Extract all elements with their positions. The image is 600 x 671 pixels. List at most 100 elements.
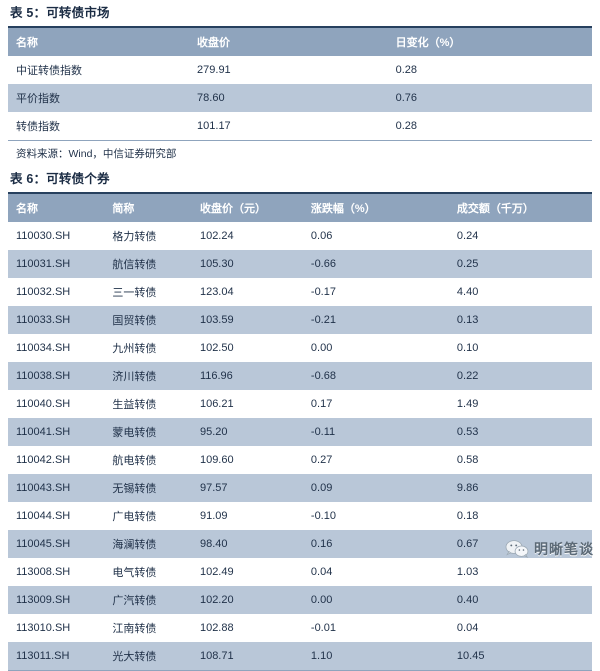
cell-close: 102.49 bbox=[199, 565, 234, 578]
cell-change: -0.10 bbox=[310, 509, 336, 522]
cell-shortname: 生益转债 bbox=[112, 398, 157, 411]
cell-change: 0.09 bbox=[310, 481, 333, 494]
cell-code: 110032.SH bbox=[16, 285, 71, 298]
cell-name: 中证转债指数 bbox=[16, 65, 82, 77]
cell-change: 0.16 bbox=[310, 537, 333, 550]
cell-code: 113008.SH bbox=[16, 565, 71, 578]
cell-code: 113009.SH bbox=[16, 593, 71, 606]
table6-col-turnover: 成交额（千万） bbox=[448, 191, 592, 222]
table-row: 110033.SH 国贸转债 103.59 -0.21 0.13 bbox=[8, 305, 592, 334]
cell-turnover: 1.03 bbox=[456, 565, 479, 578]
table-row: 110041.SH 蒙电转债 95.20 -0.11 0.53 bbox=[8, 417, 592, 446]
cell-close: 98.40 bbox=[199, 537, 228, 550]
cell-close: 106.21 bbox=[199, 397, 234, 410]
table5-col-change: 日变化（%） bbox=[387, 26, 592, 56]
cell-turnover: 0.58 bbox=[456, 453, 479, 466]
table6-col-code: 名称 bbox=[8, 191, 105, 222]
cell-close: 95.20 bbox=[199, 425, 228, 438]
cell-shortname: 济川转债 bbox=[112, 370, 157, 383]
cell-change: 0.06 bbox=[310, 229, 333, 242]
cell-code: 110041.SH bbox=[16, 425, 71, 438]
cell-close: 279.91 bbox=[197, 64, 231, 76]
cell-close: 97.57 bbox=[199, 481, 228, 494]
cell-change: -0.01 bbox=[310, 621, 336, 634]
table6-header-row: 名称 简称 收盘价（元） 涨跌幅（%） 成交额（千万） bbox=[8, 191, 592, 222]
table5-body: 中证转债指数 279.91 0.28 平价指数 78.60 0.76 转债指数 … bbox=[8, 56, 592, 141]
cell-shortname: 电气转债 bbox=[112, 566, 157, 579]
table-row: 110038.SH 济川转债 116.96 -0.68 0.22 bbox=[8, 361, 592, 390]
cell-change: 0.28 bbox=[387, 112, 592, 141]
cell-close: 102.50 bbox=[199, 341, 234, 354]
cell-turnover: 0.22 bbox=[456, 369, 479, 382]
table-row: 113010.SH 江南转债 102.88 -0.01 0.04 bbox=[8, 613, 592, 642]
cell-close: 102.88 bbox=[199, 621, 234, 634]
cell-turnover: 0.40 bbox=[456, 593, 479, 606]
cell-shortname: 广电转债 bbox=[112, 510, 157, 523]
cell-shortname: 格力转债 bbox=[112, 230, 157, 243]
table5-col-name: 名称 bbox=[8, 26, 190, 56]
cell-shortname: 光大转债 bbox=[104, 641, 192, 671]
cell-shortname: 无锡转债 bbox=[112, 482, 157, 495]
cell-change: 0.17 bbox=[310, 397, 333, 410]
cell-change: -0.66 bbox=[310, 257, 336, 270]
document-page: 表 5：可转债市场 名称 收盘价 日变化（%） 中证转债指数 279.91 0.… bbox=[8, 6, 593, 671]
table-row: 110040.SH 生益转债 106.21 0.17 1.49 bbox=[8, 389, 592, 418]
cell-close: 101.17 bbox=[189, 112, 388, 141]
cell-code: 110042.SH bbox=[16, 453, 71, 466]
table6-block: 表 6：可转债个券 名称 简称 收盘价（元） 涨跌幅（%） 成交额（千万） bbox=[8, 166, 592, 671]
table-row: 110032.SH 三一转债 123.04 -0.17 4.40 bbox=[8, 277, 592, 306]
cell-code: 113011.SH bbox=[8, 641, 105, 671]
table-row: 110030.SH 格力转债 102.24 0.06 0.24 bbox=[8, 221, 592, 250]
cell-shortname: 九州转债 bbox=[112, 342, 157, 355]
table5-title: 表 5：可转债市场 bbox=[10, 6, 110, 20]
table-row: 113011.SH 光大转债 108.71 1.10 10.45 bbox=[8, 641, 592, 671]
cell-code: 110030.SH bbox=[16, 229, 71, 242]
table-row: 110043.SH 无锡转债 97.57 0.09 9.86 bbox=[8, 473, 592, 502]
cell-code: 110044.SH bbox=[16, 509, 71, 522]
table6: 名称 简称 收盘价（元） 涨跌幅（%） 成交额（千万） 110030.SH 格力… bbox=[8, 191, 592, 671]
cell-change: 0.00 bbox=[310, 341, 333, 354]
cell-shortname: 三一转债 bbox=[112, 286, 157, 299]
cell-change: 0.76 bbox=[395, 92, 417, 104]
cell-code: 110045.SH bbox=[16, 537, 71, 550]
table6-title: 表 6：可转债个券 bbox=[10, 171, 110, 186]
cell-change: 0.28 bbox=[395, 64, 417, 76]
cell-name: 转债指数 bbox=[8, 112, 190, 141]
cell-shortname: 蒙电转债 bbox=[112, 426, 157, 439]
cell-code: 110038.SH bbox=[16, 369, 71, 382]
cell-close: 116.96 bbox=[199, 369, 233, 382]
cell-change: 1.10 bbox=[302, 641, 449, 671]
cell-turnover: 0.67 bbox=[456, 537, 479, 550]
table-row: 110044.SH 广电转债 91.09 -0.10 0.18 bbox=[8, 501, 592, 530]
table5-header: 名称 收盘价 日变化（%） bbox=[8, 26, 592, 56]
cell-shortname: 广汽转债 bbox=[112, 594, 157, 607]
cell-turnover: 4.40 bbox=[456, 285, 479, 298]
cell-name: 平价指数 bbox=[16, 93, 60, 105]
table6-col-shortname: 简称 bbox=[104, 191, 192, 222]
table5-source-note: 资料来源：Wind，中信证券研究部 bbox=[16, 148, 177, 160]
cell-shortname: 航电转债 bbox=[112, 454, 157, 467]
cell-close: 91.09 bbox=[199, 509, 228, 522]
cell-close: 102.20 bbox=[199, 593, 234, 606]
cell-code: 110031.SH bbox=[16, 257, 71, 270]
table5-header-row: 名称 收盘价 日变化（%） bbox=[8, 26, 592, 56]
cell-code: 110043.SH bbox=[16, 481, 71, 494]
cell-turnover: 1.49 bbox=[456, 397, 479, 410]
cell-change: 0.04 bbox=[310, 565, 333, 578]
table6-col-change: 涨跌幅（%） bbox=[302, 191, 449, 222]
cell-shortname: 航信转债 bbox=[112, 258, 157, 271]
table-row: 110031.SH 航信转债 105.30 -0.66 0.25 bbox=[8, 249, 592, 278]
table-row: 转债指数 101.17 0.28 bbox=[8, 112, 592, 141]
cell-turnover: 9.86 bbox=[456, 481, 479, 494]
table6-header: 名称 简称 收盘价（元） 涨跌幅（%） 成交额（千万） bbox=[8, 191, 592, 222]
cell-code: 110040.SH bbox=[16, 397, 71, 410]
cell-close: 108.71 bbox=[191, 641, 303, 671]
cell-shortname: 江南转债 bbox=[112, 622, 157, 635]
cell-shortname: 国贸转债 bbox=[112, 314, 157, 327]
cell-change: -0.21 bbox=[310, 313, 336, 326]
cell-shortname: 海澜转债 bbox=[112, 538, 157, 551]
cell-code: 113010.SH bbox=[16, 621, 71, 634]
cell-change: -0.68 bbox=[310, 369, 336, 382]
cell-close: 102.24 bbox=[199, 229, 234, 242]
cell-turnover: 0.13 bbox=[456, 313, 479, 326]
